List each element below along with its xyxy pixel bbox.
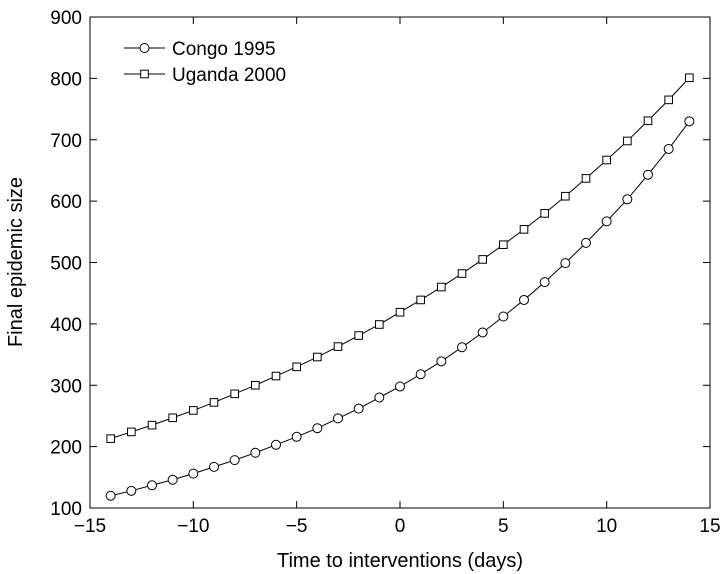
y-tick-label: 800 <box>50 69 82 90</box>
data-point-uganda-2000 <box>251 380 260 390</box>
data-point-uganda-2000 <box>375 320 384 329</box>
y-tick-label: 700 <box>50 131 82 152</box>
data-point-uganda-2000 <box>457 269 467 278</box>
data-point-uganda-2000 <box>643 116 653 126</box>
data-point-congo-1995 <box>291 431 302 442</box>
data-point-uganda-2000 <box>685 73 694 83</box>
legend-marker <box>140 69 149 79</box>
y-tick-label: 900 <box>50 8 82 29</box>
data-point-uganda-2000 <box>147 420 157 430</box>
data-point-congo-1995 <box>581 237 591 248</box>
data-point-uganda-2000 <box>561 191 570 201</box>
x-tick-label: −10 <box>177 516 209 537</box>
data-point-uganda-2000 <box>106 434 115 443</box>
y-axis-title: Final epidemic size <box>5 177 27 347</box>
data-point-congo-1995 <box>643 169 653 180</box>
y-tick-label: 600 <box>50 192 82 213</box>
y-tick-label: 400 <box>50 315 82 336</box>
data-point-uganda-2000 <box>416 295 425 305</box>
data-point-congo-1995 <box>353 403 364 414</box>
data-point-congo-1995 <box>436 356 447 367</box>
data-point-uganda-2000 <box>271 371 281 381</box>
y-tick-label: 500 <box>50 254 82 275</box>
data-point-congo-1995 <box>250 447 261 458</box>
data-point-congo-1995 <box>229 455 240 466</box>
data-point-uganda-2000 <box>395 307 405 317</box>
data-point-congo-1995 <box>167 474 178 485</box>
data-point-uganda-2000 <box>292 362 301 372</box>
series-congo-1995 <box>105 116 695 501</box>
data-point-uganda-2000 <box>127 427 136 437</box>
data-point-congo-1995 <box>374 392 385 403</box>
data-point-uganda-2000 <box>623 136 632 146</box>
data-point-congo-1995 <box>105 490 116 501</box>
x-tick-label: 10 <box>596 516 617 537</box>
y-tick-label: 100 <box>50 499 82 520</box>
data-point-congo-1995 <box>188 468 199 479</box>
data-point-uganda-2000 <box>209 398 219 407</box>
y-tick-label: 200 <box>50 438 82 459</box>
data-point-uganda-2000 <box>437 282 446 292</box>
legend: Congo 1995 Uganda 2000 <box>124 39 286 86</box>
data-point-congo-1995 <box>312 423 323 434</box>
data-point-congo-1995 <box>457 342 467 353</box>
data-point-uganda-2000 <box>519 225 529 234</box>
data-point-congo-1995 <box>477 327 488 338</box>
y-tick-label: 300 <box>50 376 82 397</box>
data-point-congo-1995 <box>684 116 695 127</box>
legend-label: Congo 1995 <box>172 39 276 60</box>
legend-label: Uganda 2000 <box>172 65 286 86</box>
data-point-uganda-2000 <box>230 389 239 399</box>
data-point-uganda-2000 <box>313 352 322 362</box>
data-point-uganda-2000 <box>602 155 611 165</box>
series-lines <box>105 73 695 501</box>
data-point-congo-1995 <box>333 413 343 424</box>
data-point-congo-1995 <box>209 461 219 472</box>
data-point-congo-1995 <box>601 216 612 227</box>
data-point-congo-1995 <box>395 381 405 392</box>
plot-area <box>89 16 711 509</box>
data-point-congo-1995 <box>663 143 674 154</box>
legend-marker <box>139 43 150 53</box>
data-point-congo-1995 <box>271 439 281 450</box>
data-point-uganda-2000 <box>354 331 363 340</box>
x-tick-label: 0 <box>395 516 406 537</box>
data-point-uganda-2000 <box>540 209 549 218</box>
data-point-congo-1995 <box>622 194 633 205</box>
axis-ticks: −15 −10 −5 0 5 10 15 100 200 300 400 500 600 700 800 90… <box>50 8 720 537</box>
data-point-uganda-2000 <box>581 174 591 183</box>
data-point-uganda-2000 <box>189 406 198 415</box>
data-point-uganda-2000 <box>333 342 343 351</box>
x-axis-title: Time to interventions (days) <box>277 550 523 572</box>
data-point-congo-1995 <box>519 294 529 305</box>
data-point-congo-1995 <box>126 485 137 496</box>
x-tick-label: −15 <box>74 516 106 537</box>
x-tick-label: 5 <box>498 516 509 537</box>
data-point-congo-1995 <box>560 258 571 269</box>
x-tick-label: 15 <box>699 516 720 537</box>
data-point-congo-1995 <box>498 311 509 322</box>
x-tick-label: −5 <box>286 516 308 537</box>
data-point-congo-1995 <box>415 369 426 380</box>
data-point-congo-1995 <box>539 277 550 288</box>
data-point-uganda-2000 <box>499 240 508 250</box>
data-point-uganda-2000 <box>168 413 177 423</box>
series-uganda-2000 <box>106 73 694 443</box>
data-point-congo-1995 <box>147 480 157 491</box>
data-point-uganda-2000 <box>478 255 487 264</box>
data-point-uganda-2000 <box>664 95 673 105</box>
